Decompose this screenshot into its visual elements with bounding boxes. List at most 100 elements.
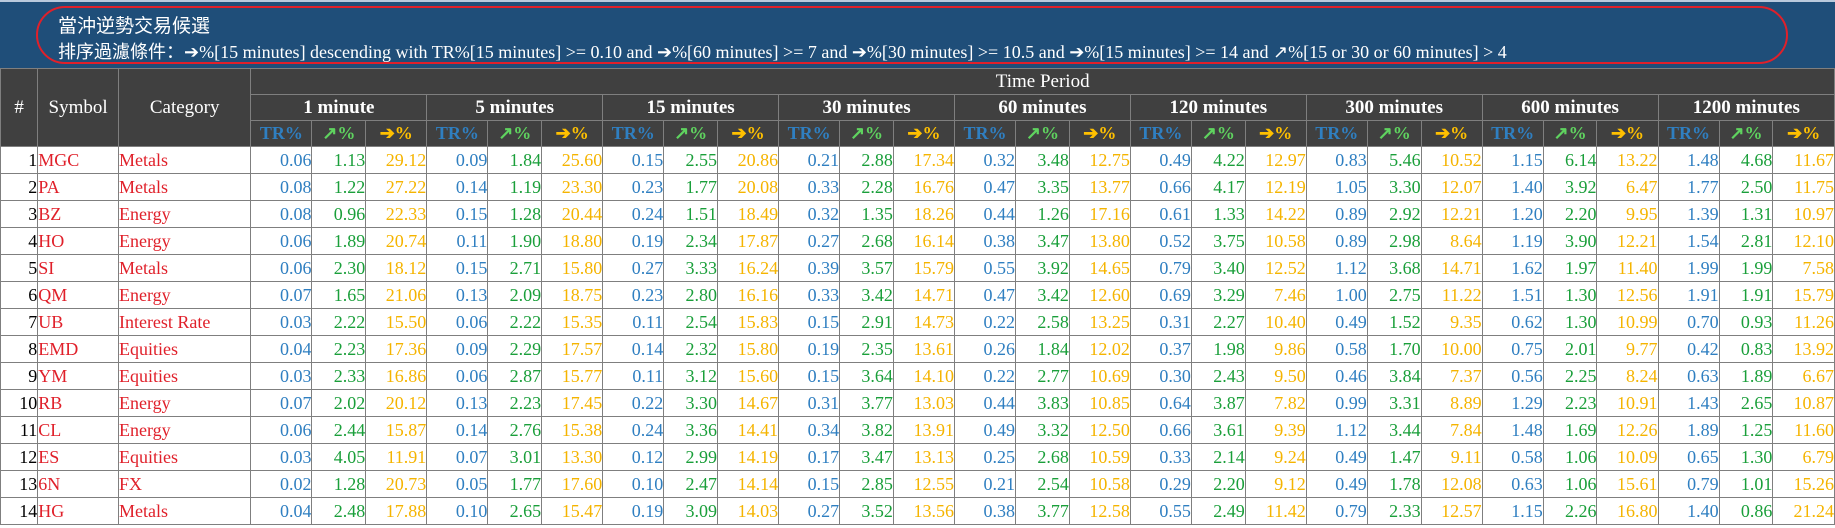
metric-header-up[interactable]: ↗% bbox=[1542, 120, 1598, 147]
value-cell-tr: 0.66 bbox=[1129, 173, 1192, 201]
symbol-cell[interactable]: EMD bbox=[37, 335, 119, 363]
metric-header-tr[interactable]: TR% bbox=[778, 120, 841, 147]
symbol-cell[interactable]: UB bbox=[37, 308, 119, 336]
value-cell-tr: 0.31 bbox=[1129, 308, 1192, 336]
value-cell-tr: 0.49 bbox=[953, 416, 1017, 444]
row-index: 14 bbox=[0, 497, 39, 525]
metric-header-tr[interactable]: TR% bbox=[426, 120, 489, 147]
metric-header-up[interactable]: ↗% bbox=[1190, 120, 1246, 147]
symbol-cell[interactable]: ES bbox=[37, 443, 119, 471]
value-cell-up: 2.01 bbox=[1542, 335, 1598, 363]
value-cell-up: 0.86 bbox=[1718, 497, 1774, 525]
metric-header-tr[interactable]: TR% bbox=[1129, 120, 1192, 147]
metric-header-rt[interactable]: ➔% bbox=[1772, 120, 1835, 147]
column-header-symbol[interactable]: Symbol bbox=[37, 68, 119, 147]
value-cell-up: 2.98 bbox=[1366, 227, 1422, 255]
symbol-cell[interactable]: PA bbox=[37, 173, 119, 201]
metric-header-up[interactable]: ↗% bbox=[1718, 120, 1774, 147]
value-cell-up: 3.64 bbox=[839, 362, 894, 390]
metric-header-rt[interactable]: ➔% bbox=[892, 120, 955, 147]
value-cell-up: 1.26 bbox=[1015, 200, 1070, 228]
metric-header-up[interactable]: ↗% bbox=[1366, 120, 1422, 147]
metric-header-up[interactable]: ↗% bbox=[839, 120, 894, 147]
filter-condition-text: 排序過濾條件：➔%[15 minutes] descending with TR… bbox=[58, 42, 1507, 62]
value-cell-up: 1.01 bbox=[1718, 470, 1774, 498]
metric-header-tr[interactable]: TR% bbox=[1657, 120, 1720, 147]
column-header-category[interactable]: Category bbox=[117, 68, 252, 147]
value-cell-rt: 9.86 bbox=[1244, 335, 1307, 363]
metric-header-tr[interactable]: TR% bbox=[250, 120, 313, 147]
value-cell-tr: 0.15 bbox=[602, 146, 665, 174]
table-row[interactable]: 10 RB Energy 0.07 2.02 20.12 0.13 2.23 17.45 0.22… bbox=[0, 389, 1835, 417]
metric-header-up[interactable]: ↗% bbox=[663, 120, 719, 147]
value-cell-rt: 15.61 bbox=[1596, 470, 1659, 498]
value-cell-up: 2.47 bbox=[663, 470, 719, 498]
symbol-cell[interactable]: 6N bbox=[37, 470, 119, 498]
value-cell-tr: 0.32 bbox=[953, 146, 1017, 174]
value-cell-tr: 0.34 bbox=[778, 416, 841, 444]
table-row[interactable]: 8 EMD Equities 0.04 2.23 17.36 0.09 2.29 17.57 0.… bbox=[0, 335, 1835, 363]
symbol-cell[interactable]: HO bbox=[37, 227, 119, 255]
symbol-cell[interactable]: SI bbox=[37, 254, 119, 282]
metric-header-tr[interactable]: TR% bbox=[1305, 120, 1368, 147]
value-cell-tr: 1.99 bbox=[1657, 254, 1720, 282]
value-cell-up: 2.99 bbox=[663, 443, 719, 471]
symbol-cell[interactable]: YM bbox=[37, 362, 119, 390]
value-cell-rt: 13.22 bbox=[1596, 146, 1659, 174]
value-cell-tr: 0.03 bbox=[250, 308, 313, 336]
value-cell-up: 3.09 bbox=[663, 497, 719, 525]
value-cell-rt: 9.95 bbox=[1596, 200, 1659, 228]
value-cell-rt: 17.16 bbox=[1068, 200, 1131, 228]
table-row[interactable]: 14 HG Metals 0.04 2.48 17.88 0.10 2.65 15.47 0.19… bbox=[0, 497, 1835, 525]
value-cell-up: 2.26 bbox=[1542, 497, 1598, 525]
value-cell-tr: 1.15 bbox=[1481, 146, 1544, 174]
filter-banner: 當沖逆勢交易候選 排序過濾條件：➔%[15 minutes] descendin… bbox=[0, 0, 1835, 68]
metric-header-up[interactable]: ↗% bbox=[311, 120, 367, 147]
symbol-cell[interactable]: RB bbox=[37, 389, 119, 417]
metric-header-tr[interactable]: TR% bbox=[953, 120, 1017, 147]
symbol-cell[interactable]: CL bbox=[37, 416, 119, 444]
table-row[interactable]: 13 6N FX 0.02 1.28 20.73 0.05 1.77 17.60 0.10 2.47… bbox=[0, 470, 1835, 498]
symbol-cell[interactable]: HG bbox=[37, 497, 119, 525]
period-header: 300 minutes bbox=[1305, 94, 1483, 121]
metric-header-up[interactable]: ↗% bbox=[1015, 120, 1070, 147]
table-row[interactable]: 11 CL Energy 0.06 2.44 15.87 0.14 2.76 15.38 0.24… bbox=[0, 416, 1835, 444]
value-cell-tr: 0.19 bbox=[602, 497, 665, 525]
value-cell-tr: 0.15 bbox=[778, 470, 841, 498]
value-cell-tr: 1.89 bbox=[1657, 416, 1720, 444]
value-cell-rt: 10.69 bbox=[1068, 362, 1131, 390]
table-row[interactable]: 3 BZ Energy 0.08 0.96 22.33 0.15 1.28 20.44 0.24 1… bbox=[0, 200, 1835, 228]
symbol-cell[interactable]: MGC bbox=[37, 146, 119, 174]
value-cell-tr: 0.27 bbox=[778, 497, 841, 525]
table-row[interactable]: 12 ES Equities 0.03 4.05 11.91 0.07 3.01 13.30 0.… bbox=[0, 443, 1835, 471]
value-cell-up: 3.01 bbox=[487, 443, 543, 471]
period-header: 15 minutes bbox=[602, 94, 780, 121]
table-row[interactable]: 9 YM Equities 0.03 2.33 16.86 0.06 2.87 15.77 0.1… bbox=[0, 362, 1835, 390]
metric-header-rt[interactable]: ➔% bbox=[1068, 120, 1131, 147]
table-row[interactable]: 2 PA Metals 0.08 1.22 27.22 0.14 1.19 23.30 0.23 1… bbox=[0, 173, 1835, 201]
metric-header-rt[interactable]: ➔% bbox=[365, 120, 428, 147]
metric-header-rt[interactable]: ➔% bbox=[1420, 120, 1483, 147]
value-cell-tr: 0.42 bbox=[1657, 335, 1720, 363]
table-row[interactable]: 6 QM Energy 0.07 1.65 21.06 0.13 2.09 18.75 0.23 2… bbox=[0, 281, 1835, 309]
value-cell-tr: 0.03 bbox=[250, 443, 313, 471]
metric-header-tr[interactable]: TR% bbox=[1481, 120, 1544, 147]
metric-header-tr[interactable]: TR% bbox=[602, 120, 665, 147]
symbol-cell[interactable]: BZ bbox=[37, 200, 119, 228]
table-row[interactable]: 5 SI Metals 0.06 2.30 18.12 0.15 2.71 15.80 0.27 3… bbox=[0, 254, 1835, 282]
value-cell-rt: 18.80 bbox=[541, 227, 604, 255]
table-row[interactable]: 4 HO Energy 0.06 1.89 20.74 0.11 1.90 18.80 0.19 2… bbox=[0, 227, 1835, 255]
metric-header-rt[interactable]: ➔% bbox=[1244, 120, 1307, 147]
table-row[interactable]: 7 UB Interest Rate 0.03 2.22 15.50 0.06 2.22 15.… bbox=[0, 308, 1835, 336]
metric-header-rt[interactable]: ➔% bbox=[1596, 120, 1659, 147]
value-cell-tr: 0.19 bbox=[778, 335, 841, 363]
symbol-cell[interactable]: QM bbox=[37, 281, 119, 309]
metric-header-rt[interactable]: ➔% bbox=[717, 120, 780, 147]
metric-header-up[interactable]: ↗% bbox=[487, 120, 543, 147]
value-cell-up: 3.83 bbox=[1015, 389, 1070, 417]
table-row[interactable]: 1 MGC Metals 0.06 1.13 29.12 0.09 1.84 25.60 0.15… bbox=[0, 146, 1835, 174]
value-cell-tr: 0.15 bbox=[778, 362, 841, 390]
category-cell: Energy bbox=[117, 200, 252, 228]
metric-header-rt[interactable]: ➔% bbox=[541, 120, 604, 147]
value-cell-rt: 10.52 bbox=[1420, 146, 1483, 174]
